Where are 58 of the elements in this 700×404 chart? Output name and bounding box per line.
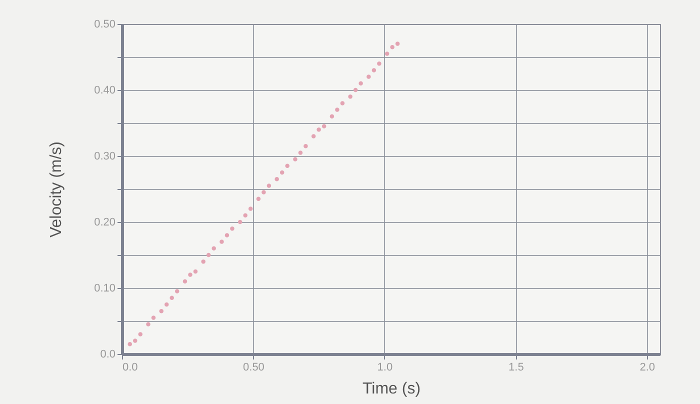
y-tick-label: 0.20 xyxy=(94,216,116,228)
point xyxy=(170,296,174,300)
point xyxy=(395,42,400,46)
point xyxy=(298,150,303,155)
point xyxy=(230,226,234,231)
point xyxy=(159,308,164,314)
point xyxy=(193,269,198,274)
y-tick-label: 0.50 xyxy=(94,18,116,30)
point xyxy=(151,316,156,320)
point xyxy=(311,134,316,138)
y-tick-label: 0.30 xyxy=(94,150,116,162)
point xyxy=(238,220,242,224)
point xyxy=(304,144,308,148)
point xyxy=(174,289,180,294)
point xyxy=(322,124,326,128)
point xyxy=(348,94,352,99)
point xyxy=(274,176,279,182)
point xyxy=(146,322,150,326)
point xyxy=(212,246,216,251)
x-tick-label: 0.50 xyxy=(243,362,264,374)
point xyxy=(335,108,340,112)
point xyxy=(224,233,230,238)
point xyxy=(220,240,224,244)
point xyxy=(384,52,390,56)
point xyxy=(243,213,248,218)
point xyxy=(138,332,142,336)
point xyxy=(353,88,358,92)
point xyxy=(201,259,206,264)
point xyxy=(206,252,211,258)
point xyxy=(182,279,188,284)
point xyxy=(358,81,363,86)
point xyxy=(280,170,284,175)
y-tick-label: 0.40 xyxy=(94,84,116,96)
x-tick-label: 0.0 xyxy=(122,362,138,374)
x-tick-label: 1.5 xyxy=(508,362,524,374)
point xyxy=(266,184,272,188)
y-tick-label: 0.0 xyxy=(100,348,116,360)
point xyxy=(316,127,321,132)
x-tick-label: 1.0 xyxy=(377,362,393,374)
x-tick-label: 2.0 xyxy=(640,362,656,374)
point xyxy=(256,196,261,202)
y-axis-title: Velocity (m/s) xyxy=(48,141,66,238)
x-axis-title: Time (s) xyxy=(362,380,421,398)
point xyxy=(128,342,132,346)
point xyxy=(133,338,138,343)
point xyxy=(390,44,394,50)
point xyxy=(372,68,376,72)
point xyxy=(188,272,192,277)
point xyxy=(285,164,290,168)
point xyxy=(248,206,253,211)
point xyxy=(293,157,298,162)
y-tick-label: 0.10 xyxy=(94,282,116,294)
point xyxy=(262,190,266,194)
point xyxy=(340,101,345,106)
point xyxy=(366,74,371,79)
point xyxy=(164,302,169,307)
point xyxy=(377,61,382,66)
point xyxy=(330,114,334,119)
